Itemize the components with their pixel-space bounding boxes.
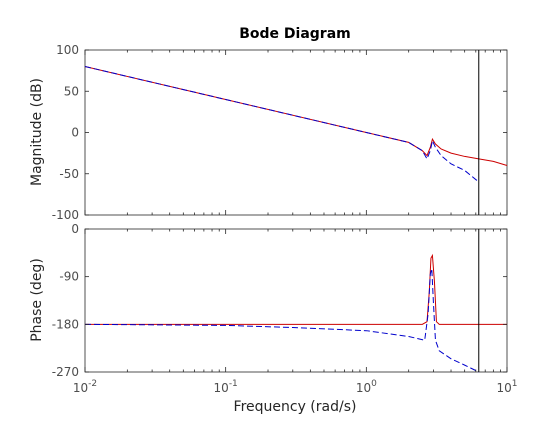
phase-x-ticks (84, 229, 508, 372)
x-tick-label: 101 (496, 379, 517, 395)
phase-y-axis-label: Phase (deg) (29, 258, 45, 342)
phase-series-line-solid-red (85, 253, 507, 325)
magnitude-y-tick-label: -50 (59, 167, 79, 181)
phase-series-line-dashed-blue (84, 268, 479, 373)
magnitude-y-tick-label: -100 (52, 208, 79, 222)
magnitude-series-line-solid-red (84, 66, 508, 166)
magnitude-x-ticks (84, 50, 508, 215)
phase-y-tick-label: 0 (71, 222, 79, 236)
magnitude-series-line-dashed-blue (84, 66, 480, 183)
chart-title: Bode Diagram (239, 26, 351, 42)
phase-series-group (84, 229, 507, 373)
magnitude-y-axis-label: Magnitude (dB) (29, 78, 45, 186)
x-tick-label: 10-2 (73, 379, 97, 395)
magnitude-panel: -100 -50 0 50 100 Magnitude (dB) (29, 43, 508, 222)
magnitude-series-group (84, 50, 508, 215)
x-axis-label: Frequency (rad/s) (234, 399, 357, 415)
magnitude-y-tick-label: 50 (64, 84, 79, 98)
magnitude-plot-frame (84, 49, 508, 216)
magnitude-y-ticks: -100 -50 0 50 100 (52, 43, 507, 222)
magnitude-y-tick-label: 0 (71, 126, 79, 140)
x-tick-label: 100 (356, 379, 377, 395)
phase-y-ticks: -270 -180 -90 0 (52, 222, 507, 379)
magnitude-y-tick-label: 100 (56, 43, 79, 57)
phase-y-tick-label: -90 (59, 270, 79, 284)
phase-panel: -270 -180 -90 0 Phase (deg) (29, 222, 508, 379)
phase-plot-frame (84, 228, 508, 373)
phase-y-tick-label: -270 (52, 365, 79, 379)
x-tick-label: 10-1 (214, 379, 238, 395)
x-tick-labels: 10-2 10-1 100 101 (73, 379, 518, 395)
phase-y-tick-label: -180 (52, 317, 79, 331)
